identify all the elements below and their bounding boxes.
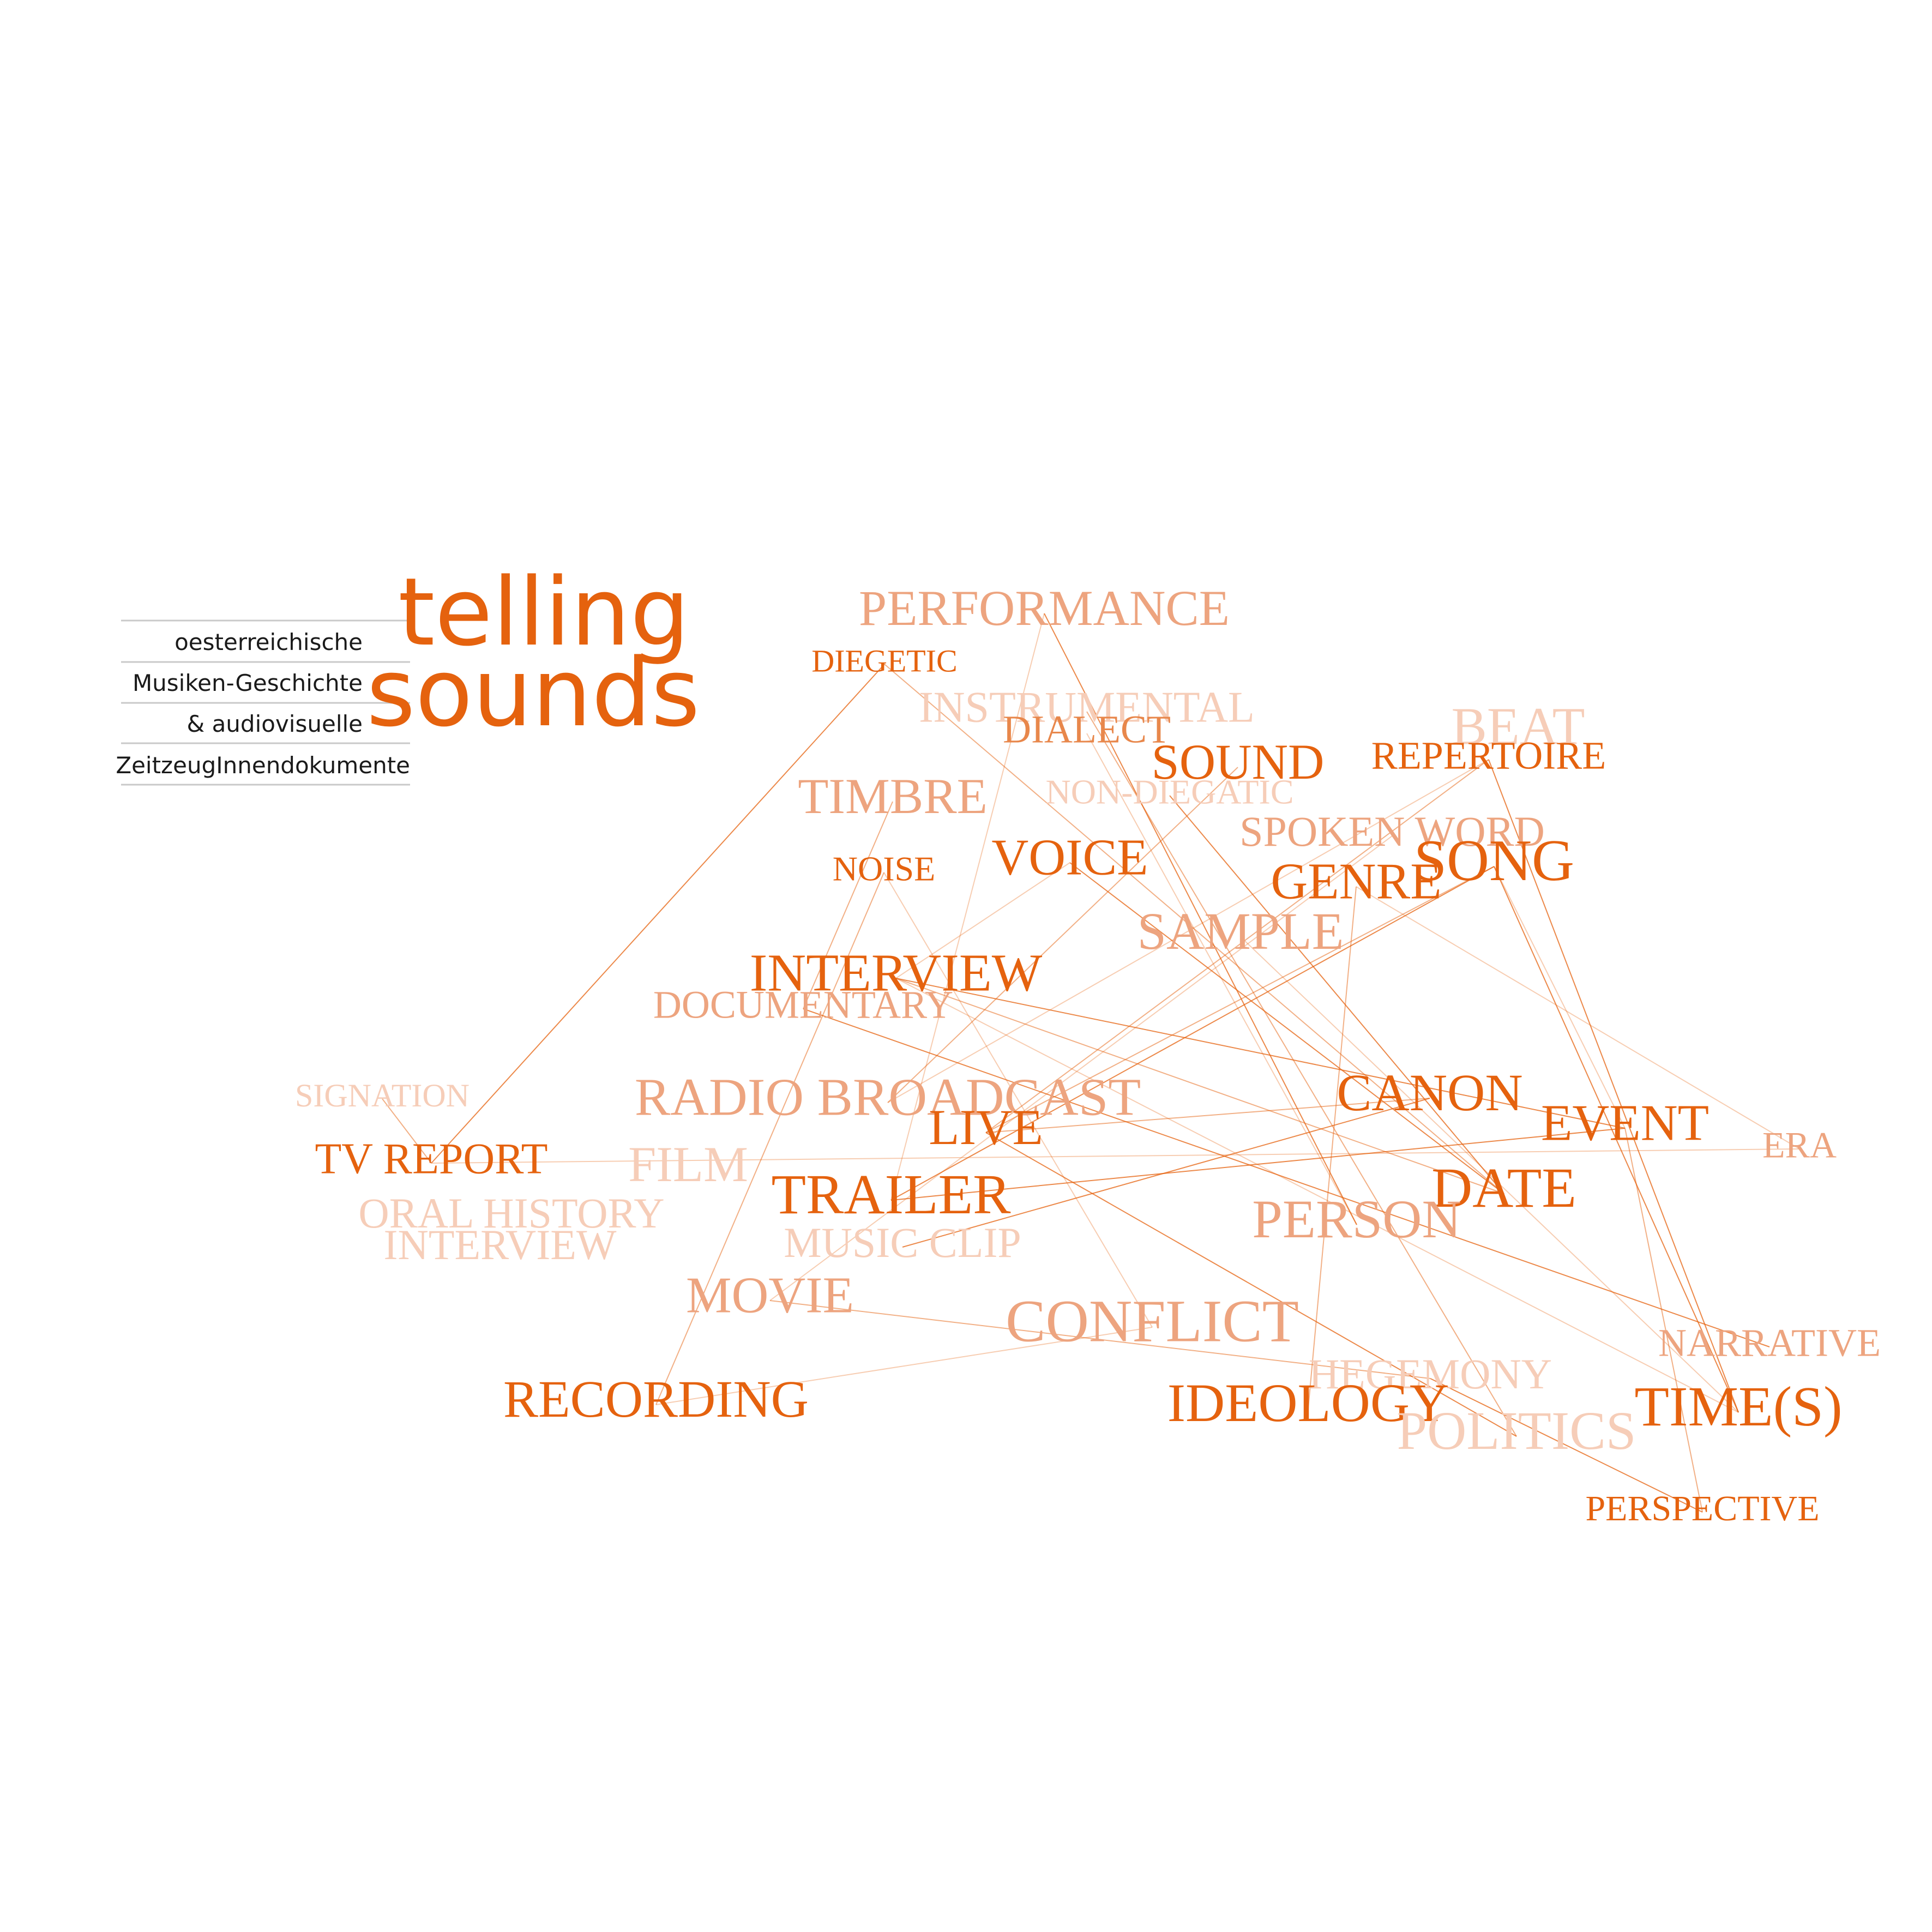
- keyword-conflict: CONFLICT: [1006, 1287, 1299, 1354]
- keyword-movie: MOVIE: [686, 1267, 854, 1324]
- edge-repertoire-time_s: [1488, 759, 1739, 1413]
- edge-noise-conflict: [883, 872, 1153, 1328]
- keyword-person: PERSON: [1252, 1189, 1461, 1249]
- keyword-genre: GENRE: [1271, 853, 1441, 910]
- network-edges: [382, 613, 1800, 1513]
- edge-hegemony-perspective: [1430, 1378, 1703, 1513]
- keyword-oral-history-2: INTERVIEW: [384, 1221, 617, 1268]
- keyword-signation: SIGNATION: [295, 1078, 470, 1114]
- edge-movie-hegemony: [769, 1300, 1431, 1379]
- edge-music_clip-canon: [902, 1098, 1430, 1248]
- edge-documentary-narrative: [803, 1008, 1770, 1347]
- keyword-ideology: IDEOLOGY: [1167, 1373, 1449, 1433]
- edge-song-live: [985, 866, 1495, 1133]
- edge-spoken_word-movie: [769, 835, 1393, 1301]
- keyword-non-diegetic: NON-DIEGATIC: [1045, 773, 1293, 811]
- keyword-spoken-word: SPOKEN WORD: [1239, 808, 1545, 855]
- keyword-song: SONG: [1414, 828, 1574, 893]
- keyword-oral-history: ORAL HISTORY: [358, 1189, 664, 1237]
- edge-interview-time_s: [895, 978, 1739, 1413]
- keyword-event: EVENT: [1541, 1095, 1709, 1152]
- edge-recording-conflict: [655, 1327, 1153, 1405]
- keyword-era: ERA: [1762, 1124, 1837, 1166]
- keyword-tv-report: TV REPORT: [315, 1135, 547, 1183]
- keyword-beat: BEAT: [1452, 697, 1585, 756]
- edge-diegetic-tv_report: [431, 664, 885, 1164]
- edge-interview-date: [895, 978, 1504, 1194]
- keyword-date: DATE: [1431, 1157, 1576, 1219]
- keyword-live: LIVE: [929, 1099, 1043, 1155]
- keyword-perspective: PERSPECTIVE: [1585, 1489, 1819, 1528]
- edge-sound-radio_broadcast: [887, 767, 1238, 1103]
- keyword-performance: PERFORMANCE: [859, 580, 1230, 636]
- edge-instrumental-politics: [1086, 711, 1517, 1437]
- keyword-recording: RECORDING: [503, 1370, 809, 1428]
- keyword-canon: CANON: [1337, 1063, 1522, 1122]
- keyword-noise: NOISE: [833, 850, 935, 888]
- edge-trailer-event: [890, 1128, 1626, 1201]
- edge-genre-era: [1356, 886, 1800, 1149]
- edge-interview-event: [895, 978, 1626, 1129]
- keyword-hegemony: HEGEMONY: [1309, 1350, 1552, 1398]
- edge-repertoire-radio_broadcast: [887, 759, 1489, 1103]
- edge-live-canon: [985, 1098, 1430, 1133]
- edge-noise-recording: [655, 872, 884, 1405]
- edge-dialect-person: [1086, 733, 1357, 1225]
- keyword-instrumental: INSTRUMENTAL: [919, 683, 1255, 731]
- keyword-repertoire: REPERTOIRE: [1371, 734, 1606, 778]
- keyword-music-clip: MUSIC CLIP: [784, 1219, 1021, 1266]
- edge-live-politics: [985, 1132, 1517, 1437]
- edge-timbre-documentary: [803, 801, 893, 1009]
- keyword-sound: SOUND: [1152, 734, 1325, 790]
- keyword-film: FILM: [628, 1136, 748, 1192]
- keyword-politics: POLITICS: [1397, 1400, 1636, 1461]
- edge-event-perspective: [1624, 1128, 1703, 1513]
- keyword-dialect: DIALECT: [1003, 708, 1171, 751]
- keyword-voice: VOICE: [991, 829, 1148, 886]
- edge-diegetic-date: [884, 664, 1504, 1194]
- keyword-documentary: DOCUMENTARY: [653, 983, 953, 1027]
- edge-voice-date: [1069, 862, 1504, 1194]
- keyword-sample: SAMPLE: [1137, 902, 1344, 960]
- edge-tv_report-era: [431, 1148, 1800, 1164]
- edge-repertoire-live: [985, 759, 1489, 1133]
- keyword-diegetic: DIEGETIC: [811, 643, 957, 678]
- keyword-interview: INTERVIEW: [750, 943, 1043, 1002]
- keyword-time-s: TIME(S): [1634, 1375, 1842, 1438]
- edge-song-event: [1494, 866, 1626, 1129]
- edge-performance-trailer: [890, 613, 1045, 1201]
- keyword-narrative: NARRATIVE: [1658, 1321, 1881, 1365]
- edge-non_diegetic-date: [1169, 795, 1504, 1194]
- keyword-timbre: TIMBRE: [798, 768, 988, 824]
- edge-song-trailer: [890, 866, 1495, 1201]
- edge-voice-interview: [895, 862, 1070, 979]
- keyword-trailer: TRAILER: [771, 1163, 1011, 1226]
- keyword-radio-broadcast: RADIO BROADCAST: [635, 1068, 1141, 1127]
- edge-signation-tv_report: [382, 1098, 432, 1164]
- edge-time_s-sample: [1240, 936, 1739, 1413]
